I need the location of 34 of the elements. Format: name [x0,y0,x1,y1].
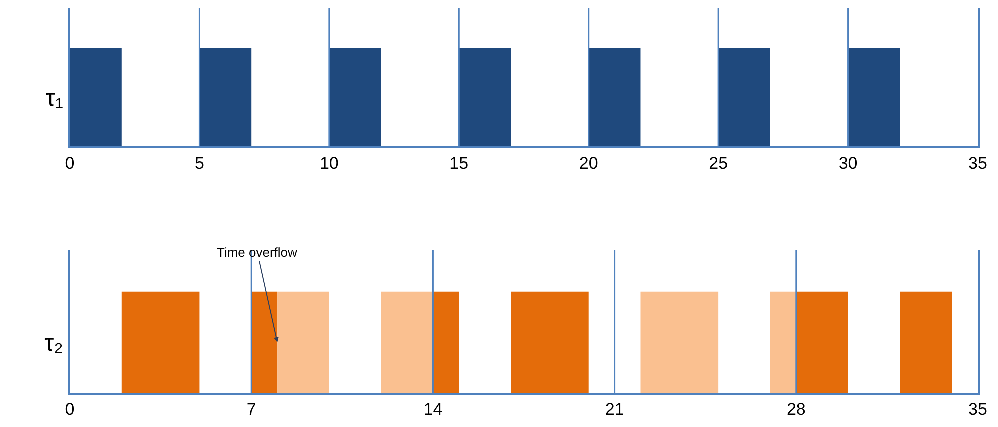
x-tick-label: 0 [65,154,75,173]
x-tick-label: 25 [709,154,728,173]
x-tick-label: 35 [968,154,988,173]
bar [252,292,278,393]
y-tick-label: τ₁ [46,84,64,112]
x-tick-label: 28 [786,400,806,420]
bar [122,292,200,393]
bar [718,48,770,147]
bar [381,292,434,393]
x-tick-label: 35 [968,400,988,420]
x-tick-label: 10 [320,154,339,173]
x-tick-label: 0 [65,400,75,420]
x-tick-label: 7 [246,400,256,420]
x-tick-label: 14 [424,400,443,420]
bar [588,48,641,147]
bar [900,292,952,393]
x-tick-label: 30 [838,154,858,173]
bar [796,292,848,393]
bar [459,48,512,147]
bar [848,48,900,147]
x-tick-label: 21 [605,400,624,420]
bar [329,48,382,147]
bar [511,292,589,393]
x-tick-label: 5 [194,154,204,173]
annotation: Time overflow [217,245,298,260]
bar [640,292,719,393]
x-tick-label: 15 [450,154,469,173]
bar [770,292,796,393]
x-tick-label: 20 [579,154,598,173]
bar [433,292,460,393]
y-tick-label: τ₂ [44,330,64,357]
bar [278,292,330,393]
bar [200,48,252,147]
bar [70,48,122,147]
